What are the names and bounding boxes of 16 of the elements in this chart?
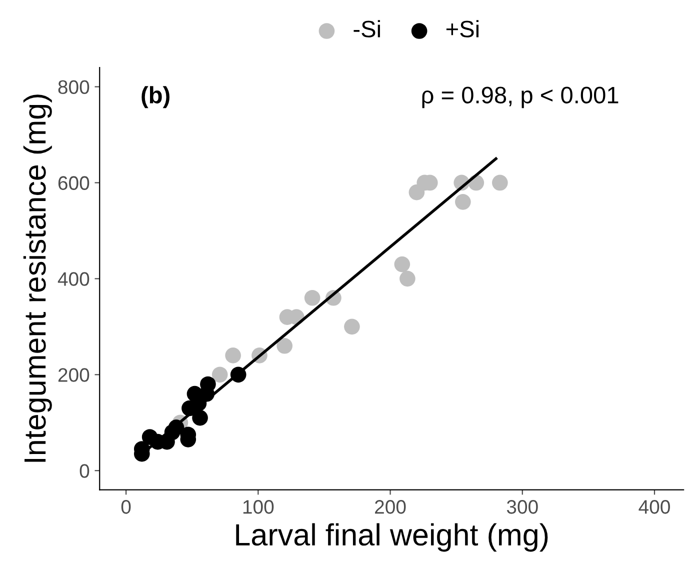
y-tick-label: 400	[58, 272, 90, 286]
legend-label: +Si	[446, 20, 478, 38]
y-axis-title: Integument resistance (mg)	[23, 94, 52, 462]
y-tick-label: 0	[80, 464, 90, 478]
y-tick-label: 800	[58, 80, 90, 94]
x-tick-label: 400	[638, 500, 670, 514]
y-tick-label: 600	[58, 176, 90, 190]
annotation: ρ = 0.98, p < 0.001	[422, 86, 618, 108]
x-tick-label: 0	[121, 500, 131, 514]
annotation: (b)	[142, 86, 170, 108]
x-tick-label: 100	[243, 500, 274, 514]
x-tick-label: 200	[375, 500, 406, 514]
y-tick-label: 200	[58, 368, 90, 382]
x-axis-title: Larval final weight (mg)	[236, 523, 548, 552]
legend-label: -Si	[354, 20, 380, 38]
x-tick-label: 300	[506, 500, 538, 514]
